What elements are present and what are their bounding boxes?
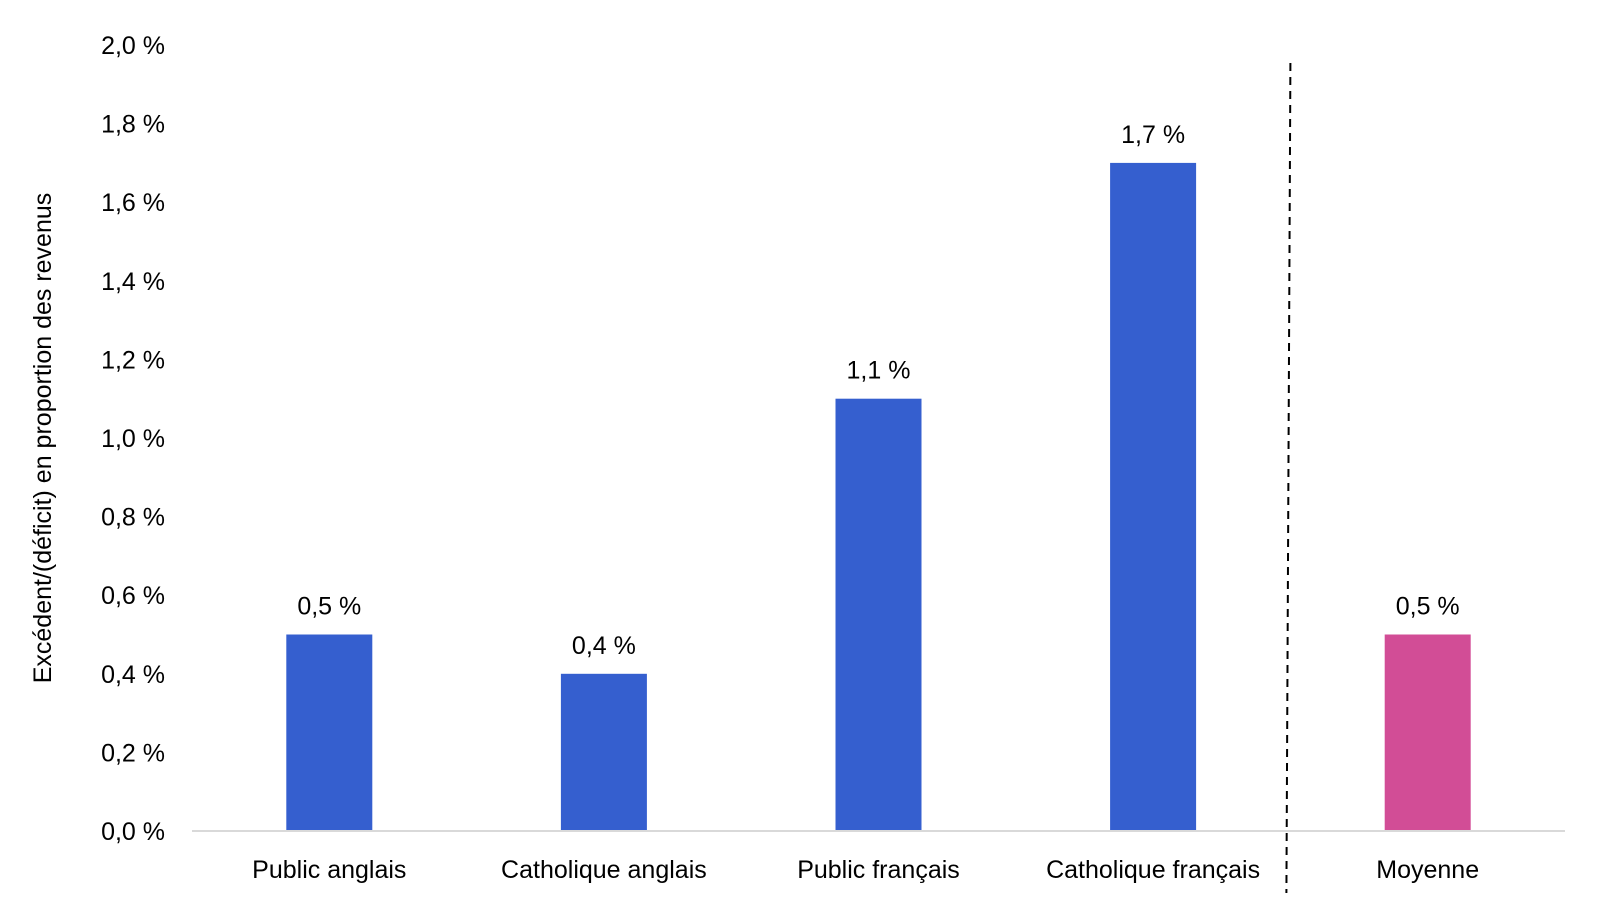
bar — [560, 673, 647, 831]
data-label: 0,5 % — [1396, 593, 1460, 621]
bar — [286, 634, 373, 831]
bar — [1384, 634, 1471, 831]
y-tick-label: 0,2 % — [101, 739, 165, 767]
data-label: 0,4 % — [572, 632, 636, 660]
y-tick-label: 0,8 % — [101, 504, 165, 532]
category-label: Moyenne — [1376, 856, 1479, 884]
y-tick-label: 1,8 % — [101, 111, 165, 139]
y-tick-label: 0,4 % — [101, 661, 165, 689]
y-tick-label: 0,0 % — [101, 818, 165, 846]
data-label: 0,5 % — [297, 593, 361, 621]
data-labels: 0,5 % 0,4 % 1,1 % 1,7 % 0,5 % — [297, 121, 1459, 660]
y-axis-title: Excédent/(déficit) en proportion des rev… — [29, 193, 57, 684]
y-tick-label: 1,2 % — [101, 346, 165, 374]
y-tick-label: 1,6 % — [101, 189, 165, 217]
category-label: Public français — [797, 856, 960, 884]
y-tick-label: 1,0 % — [101, 425, 165, 453]
category-label: Catholique anglais — [501, 856, 707, 884]
category-label: Public anglais — [252, 856, 406, 884]
y-tick-label: 2,0 % — [101, 32, 165, 60]
data-label: 1,1 % — [847, 357, 911, 385]
category-labels: Public anglais Catholique anglais Public f… — [252, 856, 1479, 884]
y-tick-label: 1,4 % — [101, 268, 165, 296]
bar — [1110, 162, 1197, 831]
average-separator-line — [1285, 62, 1292, 894]
y-tick-label: 0,6 % — [101, 582, 165, 610]
y-axis-ticks: 0,0 % 0,2 % 0,4 % 0,6 % 0,8 % 1,0 % 1,2 % 1,4 %… — [101, 32, 165, 846]
category-label: Catholique français — [1046, 856, 1260, 884]
bars — [286, 162, 1471, 831]
data-label: 1,7 % — [1121, 121, 1185, 149]
bar — [835, 398, 922, 831]
